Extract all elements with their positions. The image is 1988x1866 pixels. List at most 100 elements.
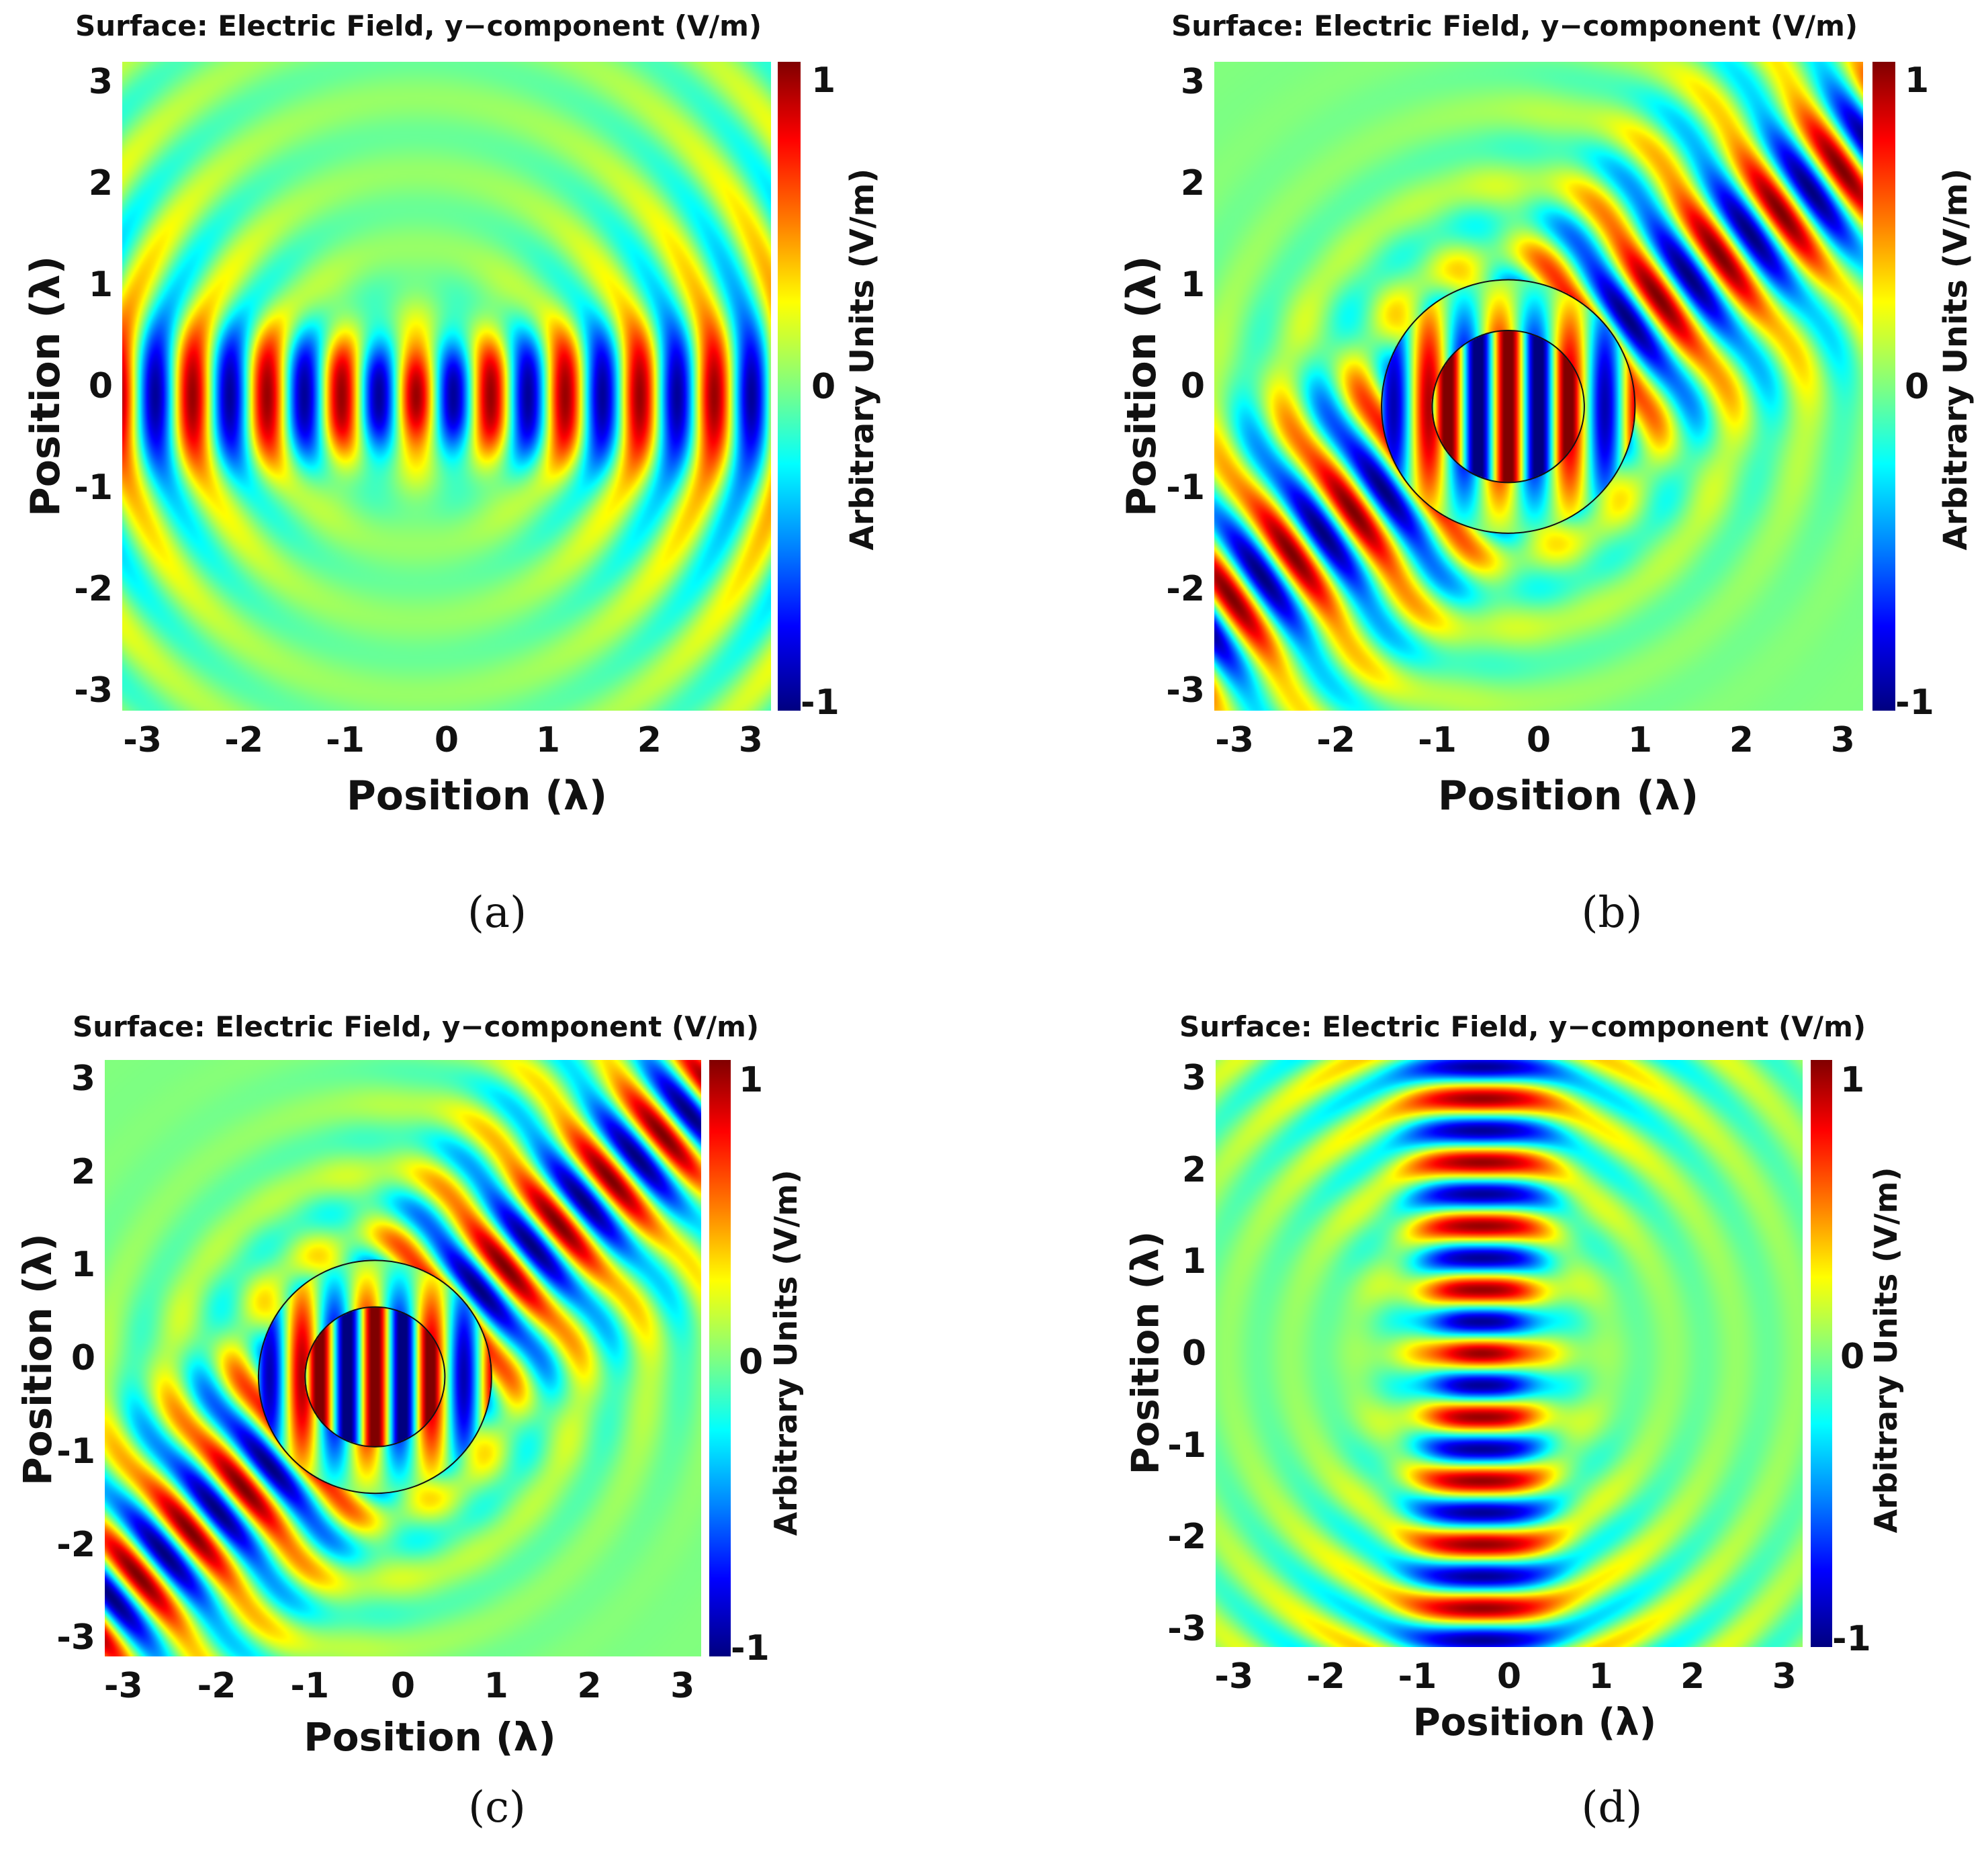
x-tick-label: 2 xyxy=(637,720,662,760)
x-tick-label: -2 xyxy=(224,720,264,760)
colorbar xyxy=(1872,62,1895,711)
y-tick-label: 3 xyxy=(71,1058,95,1099)
colorbar-tick-max: 1 xyxy=(1905,60,1930,101)
y-axis-label: Position (λ) xyxy=(22,255,69,517)
y-tick-label: 0 xyxy=(88,366,113,406)
x-tick-label: -2 xyxy=(197,1666,236,1706)
y-tick-label: 2 xyxy=(1180,163,1205,204)
x-tick-label: -1 xyxy=(326,720,365,760)
x-tick-label: -2 xyxy=(1316,720,1356,760)
heatmap-overlay xyxy=(1216,1060,1803,1647)
x-tick-label: 2 xyxy=(1729,720,1754,760)
x-tick-label: 2 xyxy=(577,1666,602,1706)
y-tick-label: -3 xyxy=(1166,670,1205,711)
x-tick-label: 3 xyxy=(1772,1656,1797,1697)
colorbar-tick-max: 1 xyxy=(811,60,836,101)
x-axis-label: Position (λ) xyxy=(1412,1701,1657,1744)
heatmap-plot xyxy=(1216,1060,1803,1647)
colorbar-label: Arbitrary Units (V/m) xyxy=(768,1169,804,1536)
heatmap-canvas xyxy=(1214,62,1863,711)
x-tick-label: 0 xyxy=(390,1666,416,1706)
y-tick-label: 2 xyxy=(71,1151,95,1192)
x-tick-label: -1 xyxy=(1398,1656,1437,1697)
x-axis-label: Position (λ) xyxy=(304,1714,556,1760)
y-tick-label: 2 xyxy=(88,163,113,204)
colorbar-tick-zero: 0 xyxy=(1905,367,1930,407)
y-tick-label: 2 xyxy=(1181,1149,1206,1190)
y-tick-label: 1 xyxy=(71,1245,95,1286)
x-tick-label: 0 xyxy=(434,720,459,760)
x-tick-label: 3 xyxy=(738,720,763,760)
heatmap-canvas xyxy=(105,1060,701,1656)
inner-core-circle xyxy=(1431,329,1585,484)
heatmap-overlay xyxy=(257,1259,492,1495)
y-tick-label: 0 xyxy=(1181,1333,1206,1374)
x-axis-label: Position (λ) xyxy=(1437,772,1699,819)
x-tick-label: 1 xyxy=(535,720,561,760)
outer-shell-circle xyxy=(257,1259,492,1495)
colorbar xyxy=(709,1060,731,1656)
caption-b: (b) xyxy=(1581,888,1643,938)
y-tick-label: 1 xyxy=(1180,265,1205,306)
colorbar-label: Arbitrary Units (V/m) xyxy=(844,168,881,551)
colorbar-label: Arbitrary Units (V/m) xyxy=(1937,168,1975,551)
y-tick-label: -1 xyxy=(74,467,113,508)
x-axis-label: Position (λ) xyxy=(346,772,608,819)
colorbar-tick-min: -1 xyxy=(731,1628,770,1669)
heatmap-plot xyxy=(105,1060,701,1656)
chart-title: Surface: Electric Field, y−component (V/… xyxy=(1171,9,1858,42)
x-tick-label: 1 xyxy=(1588,1656,1613,1697)
y-tick-label: 3 xyxy=(1181,1058,1206,1099)
y-tick-label: -2 xyxy=(56,1524,95,1565)
x-tick-label: 2 xyxy=(1680,1656,1705,1697)
heatmap-overlay xyxy=(122,62,771,711)
colorbar-tick-min: -1 xyxy=(801,682,840,723)
colorbar-label: Arbitrary Units (V/m) xyxy=(1868,1167,1904,1534)
x-tick-label: 1 xyxy=(484,1666,508,1706)
y-tick-label: -3 xyxy=(1167,1608,1206,1649)
x-tick-label: -1 xyxy=(1418,720,1457,760)
x-tick-label: -1 xyxy=(290,1666,330,1706)
heatmap-overlay xyxy=(1381,279,1636,534)
y-tick-label: -1 xyxy=(56,1431,95,1472)
outer-shell-circle xyxy=(1381,279,1636,534)
caption-c: (c) xyxy=(468,1783,526,1832)
x-tick-label: -3 xyxy=(103,1666,143,1706)
chart-title: Surface: Electric Field, y−component (V/… xyxy=(73,1010,760,1043)
colorbar-tick-zero: 0 xyxy=(811,367,836,407)
x-tick-label: -3 xyxy=(123,720,163,760)
colorbar-tick-min: -1 xyxy=(1895,682,1934,723)
x-tick-label: -3 xyxy=(1215,720,1255,760)
inner-core-circle xyxy=(304,1306,446,1448)
x-tick-label: 0 xyxy=(1526,720,1551,760)
x-tick-label: 3 xyxy=(1830,720,1855,760)
x-tick-label: 1 xyxy=(1627,720,1653,760)
heatmap-plot xyxy=(122,62,771,711)
y-axis-label: Position (λ) xyxy=(1118,255,1165,517)
colorbar-tick-min: -1 xyxy=(1832,1619,1871,1659)
y-tick-label: -1 xyxy=(1166,467,1205,508)
y-tick-label: -1 xyxy=(1167,1425,1206,1466)
heatmap-plot xyxy=(1214,62,1863,711)
y-axis-label: Position (λ) xyxy=(1124,1231,1168,1475)
y-tick-label: -3 xyxy=(56,1617,95,1658)
colorbar-tick-max: 1 xyxy=(739,1060,764,1100)
y-tick-label: -2 xyxy=(1167,1517,1206,1558)
y-tick-label: 1 xyxy=(88,265,113,306)
y-tick-label: 0 xyxy=(1180,366,1205,406)
chart-title: Surface: Electric Field, y−component (V/… xyxy=(1179,1010,1866,1043)
x-tick-label: -2 xyxy=(1306,1656,1345,1697)
colorbar xyxy=(1811,1060,1832,1647)
y-tick-label: -2 xyxy=(1166,568,1205,609)
y-tick-label: 1 xyxy=(1181,1241,1206,1282)
y-tick-label: -2 xyxy=(74,568,113,609)
colorbar-tick-max: 1 xyxy=(1840,1060,1865,1100)
y-tick-label: 3 xyxy=(1180,62,1205,103)
colorbar xyxy=(778,62,801,711)
y-tick-label: -3 xyxy=(74,670,113,711)
x-tick-label: 3 xyxy=(670,1666,695,1706)
colorbar-tick-zero: 0 xyxy=(739,1342,764,1382)
y-tick-label: 0 xyxy=(71,1338,95,1378)
y-axis-label: Position (λ) xyxy=(15,1233,60,1486)
heatmap-canvas xyxy=(1216,1060,1803,1647)
